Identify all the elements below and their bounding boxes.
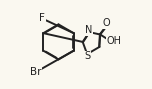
Text: OH: OH (107, 36, 122, 46)
Text: S: S (85, 51, 91, 61)
Text: Br: Br (29, 67, 41, 77)
Text: O: O (103, 18, 110, 28)
Text: F: F (39, 13, 45, 23)
Text: N: N (85, 25, 92, 35)
